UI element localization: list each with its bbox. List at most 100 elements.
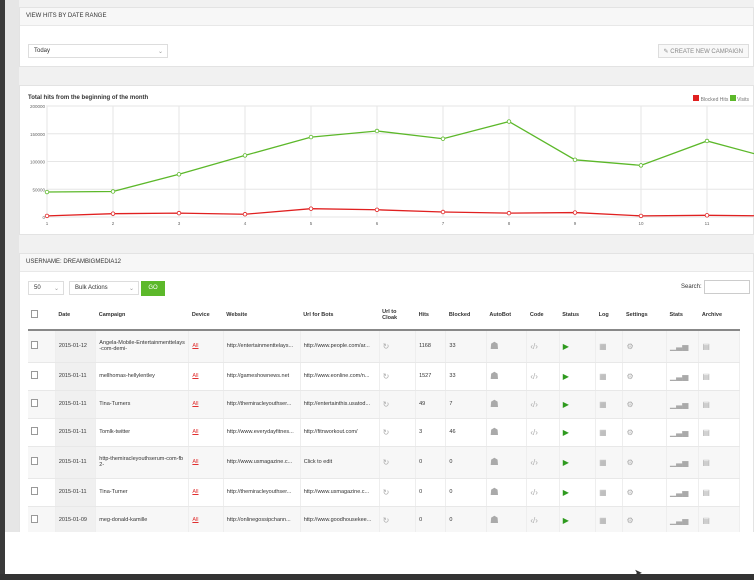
play-icon[interactable]: ▶ <box>562 427 569 437</box>
url-bots-cell[interactable]: Click to edit <box>300 446 380 479</box>
android-icon[interactable]: ☗ <box>489 370 499 382</box>
column-header[interactable]: Settings <box>622 300 667 331</box>
archive-icon[interactable]: ▤ <box>702 487 710 497</box>
website-cell[interactable]: http://themiracleyouthser... <box>223 390 301 419</box>
gear-icon[interactable]: ⚙ <box>626 399 634 409</box>
url-bots-cell[interactable]: http://www.people.com/ar... <box>300 330 380 363</box>
select-all-checkbox[interactable] <box>31 309 38 318</box>
campaign-cell[interactable]: Angela-Mobile-Entertainmenttelays-com-de… <box>95 330 190 363</box>
bar-chart-icon[interactable]: ▁▃▅ <box>669 457 689 467</box>
android-icon[interactable]: ☗ <box>489 426 499 438</box>
url-bots-cell[interactable]: http://www.usmagazine.c... <box>300 478 380 507</box>
website-cell[interactable]: http://onlinegossipchann... <box>223 506 301 535</box>
code-icon[interactable]: ‹/› <box>530 341 538 351</box>
archive-icon[interactable]: ▤ <box>702 399 710 409</box>
go-button[interactable]: GO <box>141 281 165 296</box>
row-checkbox[interactable] <box>31 427 38 435</box>
website-cell[interactable]: http://entertainmenttelays... <box>223 330 301 363</box>
archive-icon[interactable]: ▤ <box>702 457 710 467</box>
device-link[interactable]: All <box>192 343 199 350</box>
android-icon[interactable]: ☗ <box>489 456 499 468</box>
log-icon[interactable]: ▦ <box>599 457 607 467</box>
date-range-select[interactable]: Today ⌄ <box>28 44 168 58</box>
row-checkbox[interactable] <box>31 341 38 350</box>
play-icon[interactable]: ▶ <box>562 457 569 467</box>
column-header[interactable]: Campaign <box>95 300 189 331</box>
column-header[interactable]: Archive <box>698 300 740 331</box>
website-cell[interactable]: http://themiracleyouthser... <box>223 478 301 507</box>
code-icon[interactable]: ‹/› <box>530 399 538 409</box>
campaign-cell[interactable]: Tomlk-twitter <box>95 418 190 447</box>
refresh-icon[interactable]: ↻ <box>382 427 390 437</box>
refresh-icon[interactable]: ↻ <box>382 487 390 497</box>
gear-icon[interactable]: ⚙ <box>626 427 634 437</box>
campaign-cell[interactable]: meg-donald-kamille <box>95 506 190 535</box>
per-page-select[interactable]: 50 ⌄ <box>28 281 64 295</box>
bar-chart-icon[interactable]: ▁▃▅ <box>669 427 689 437</box>
archive-icon[interactable]: ▤ <box>702 371 710 381</box>
play-icon[interactable]: ▶ <box>562 487 569 497</box>
code-icon[interactable]: ‹/› <box>530 427 538 437</box>
play-icon[interactable]: ▶ <box>562 371 569 381</box>
website-cell[interactable]: http://www.everydayfitnes... <box>223 418 301 447</box>
device-link[interactable]: All <box>192 401 199 407</box>
bulk-actions-select[interactable]: Bulk Actions ⌄ <box>69 281 139 295</box>
refresh-icon[interactable]: ↻ <box>382 457 390 467</box>
campaign-cell[interactable]: Tina-Turner <box>95 478 190 507</box>
bar-chart-icon[interactable]: ▁▃▅ <box>669 399 689 409</box>
column-header[interactable]: Website <box>223 300 301 331</box>
android-icon[interactable]: ☗ <box>489 398 499 410</box>
bar-chart-icon[interactable]: ▁▃▅ <box>669 371 689 381</box>
log-icon[interactable]: ▦ <box>599 487 607 497</box>
campaign-cell[interactable]: http-themiracleyouthserum-com-fb2- <box>95 446 190 479</box>
device-link[interactable]: All <box>192 373 199 379</box>
campaign-cell[interactable]: mellhomas-hellylentley <box>95 362 190 391</box>
android-icon[interactable]: ☗ <box>489 486 499 498</box>
archive-icon[interactable]: ▤ <box>702 515 710 525</box>
column-header[interactable]: Date <box>55 300 96 331</box>
gear-icon[interactable]: ⚙ <box>626 487 634 497</box>
column-header[interactable]: Device <box>188 300 224 331</box>
code-icon[interactable]: ‹/› <box>530 487 538 497</box>
log-icon[interactable]: ▦ <box>599 515 607 525</box>
code-icon[interactable]: ‹/› <box>530 371 538 381</box>
log-icon[interactable]: ▦ <box>599 371 607 381</box>
code-icon[interactable]: ‹/› <box>530 515 538 525</box>
url-bots-cell[interactable]: http://www.eonline.com/n... <box>300 362 380 391</box>
device-link[interactable]: All <box>192 517 199 523</box>
column-header[interactable]: Log <box>595 300 623 331</box>
row-checkbox[interactable] <box>31 371 38 379</box>
column-header[interactable]: Blocked <box>445 300 487 331</box>
gear-icon[interactable]: ⚙ <box>626 371 634 381</box>
log-icon[interactable]: ▦ <box>599 399 607 409</box>
code-icon[interactable]: ‹/› <box>530 457 538 467</box>
archive-icon[interactable]: ▤ <box>702 427 710 437</box>
column-header[interactable]: Hits <box>415 300 446 331</box>
create-campaign-button[interactable]: ✎ CREATE NEW CAMPAIGN <box>657 44 749 58</box>
log-icon[interactable]: ▦ <box>599 427 607 437</box>
android-icon[interactable]: ☗ <box>489 340 499 352</box>
column-header[interactable]: Stats <box>666 300 699 331</box>
column-header[interactable]: Status <box>559 300 596 331</box>
column-header[interactable]: Code <box>526 300 560 331</box>
row-checkbox[interactable] <box>31 399 38 407</box>
bar-chart-icon[interactable]: ▁▃▅ <box>669 341 689 351</box>
campaign-cell[interactable]: Tina-Turners <box>95 390 190 419</box>
url-bots-cell[interactable]: http://fitnworkout.com/ <box>300 418 380 447</box>
column-header[interactable]: Url to Cloak <box>379 300 416 331</box>
website-cell[interactable]: http://gameshownews.net <box>223 362 301 391</box>
device-link[interactable]: All <box>192 489 199 495</box>
archive-icon[interactable]: ▤ <box>702 341 710 351</box>
row-checkbox[interactable] <box>31 515 38 523</box>
column-header[interactable]: Url for Bots <box>300 300 380 331</box>
refresh-icon[interactable]: ↻ <box>382 371 390 381</box>
log-icon[interactable]: ▦ <box>599 341 607 351</box>
play-icon[interactable]: ▶ <box>562 341 569 351</box>
gear-icon[interactable]: ⚙ <box>626 341 634 351</box>
bar-chart-icon[interactable]: ▁▃▅ <box>669 515 689 525</box>
url-bots-cell[interactable]: http://www.goodhousekee... <box>300 506 380 535</box>
search-input[interactable] <box>704 280 750 294</box>
column-header[interactable]: AutoBot <box>486 300 527 331</box>
gear-icon[interactable]: ⚙ <box>626 515 634 525</box>
refresh-icon[interactable]: ↻ <box>382 341 390 351</box>
